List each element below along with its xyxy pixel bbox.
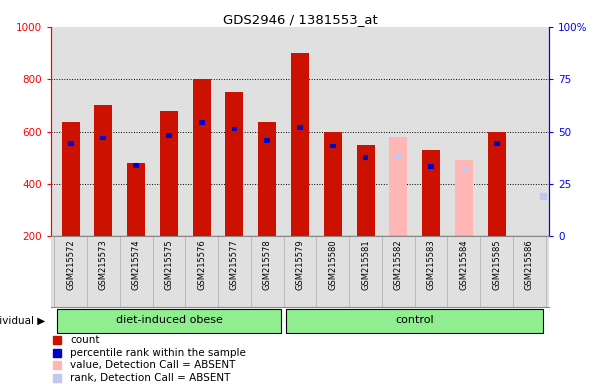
Text: GSM215580: GSM215580: [328, 240, 337, 290]
FancyBboxPatch shape: [286, 309, 543, 333]
Text: GSM215574: GSM215574: [131, 240, 140, 290]
Bar: [291, 53, 309, 236]
Text: GSM215578: GSM215578: [263, 240, 272, 290]
Bar: [133, 163, 139, 168]
Bar: [461, 167, 467, 172]
Text: GSM215579: GSM215579: [296, 240, 305, 290]
FancyBboxPatch shape: [57, 309, 281, 333]
Bar: [193, 79, 211, 236]
Text: GSM215572: GSM215572: [66, 240, 75, 290]
Bar: [68, 141, 74, 146]
Text: GSM215586: GSM215586: [525, 240, 534, 290]
Bar: [160, 111, 178, 236]
Text: GSM215575: GSM215575: [164, 240, 173, 290]
Bar: [395, 154, 401, 159]
Bar: [324, 131, 342, 236]
Text: GSM215583: GSM215583: [427, 240, 436, 290]
Bar: [455, 160, 473, 236]
Bar: [62, 122, 80, 236]
Text: diet-induced obese: diet-induced obese: [116, 315, 223, 325]
Bar: [356, 145, 374, 236]
Bar: [199, 120, 205, 125]
Bar: [330, 144, 336, 148]
Text: GSM215577: GSM215577: [230, 240, 239, 290]
Text: percentile rank within the sample: percentile rank within the sample: [70, 348, 246, 358]
Title: GDS2946 / 1381553_at: GDS2946 / 1381553_at: [223, 13, 377, 26]
Text: control: control: [395, 315, 434, 325]
Text: value, Detection Call = ABSENT: value, Detection Call = ABSENT: [70, 360, 235, 370]
Bar: [520, 236, 538, 286]
Bar: [94, 105, 112, 236]
Bar: [494, 141, 500, 146]
Bar: [100, 136, 106, 141]
Text: count: count: [70, 335, 100, 345]
Text: GSM215584: GSM215584: [460, 240, 469, 290]
Text: GSM215573: GSM215573: [99, 240, 108, 290]
Bar: [127, 163, 145, 236]
Bar: [488, 131, 506, 236]
Bar: [264, 138, 270, 143]
Text: GSM215582: GSM215582: [394, 240, 403, 290]
Bar: [232, 127, 238, 131]
Bar: [422, 150, 440, 236]
Bar: [389, 137, 407, 236]
Bar: [428, 164, 434, 169]
Text: GSM215581: GSM215581: [361, 240, 370, 290]
Text: GSM215585: GSM215585: [492, 240, 501, 290]
Text: GSM215576: GSM215576: [197, 240, 206, 290]
Bar: [258, 122, 276, 236]
Bar: [226, 92, 244, 236]
Bar: [297, 125, 303, 130]
Bar: [166, 133, 172, 138]
Text: individual ▶: individual ▶: [0, 316, 45, 326]
Text: rank, Detection Call = ABSENT: rank, Detection Call = ABSENT: [70, 373, 230, 383]
Bar: [362, 155, 368, 160]
